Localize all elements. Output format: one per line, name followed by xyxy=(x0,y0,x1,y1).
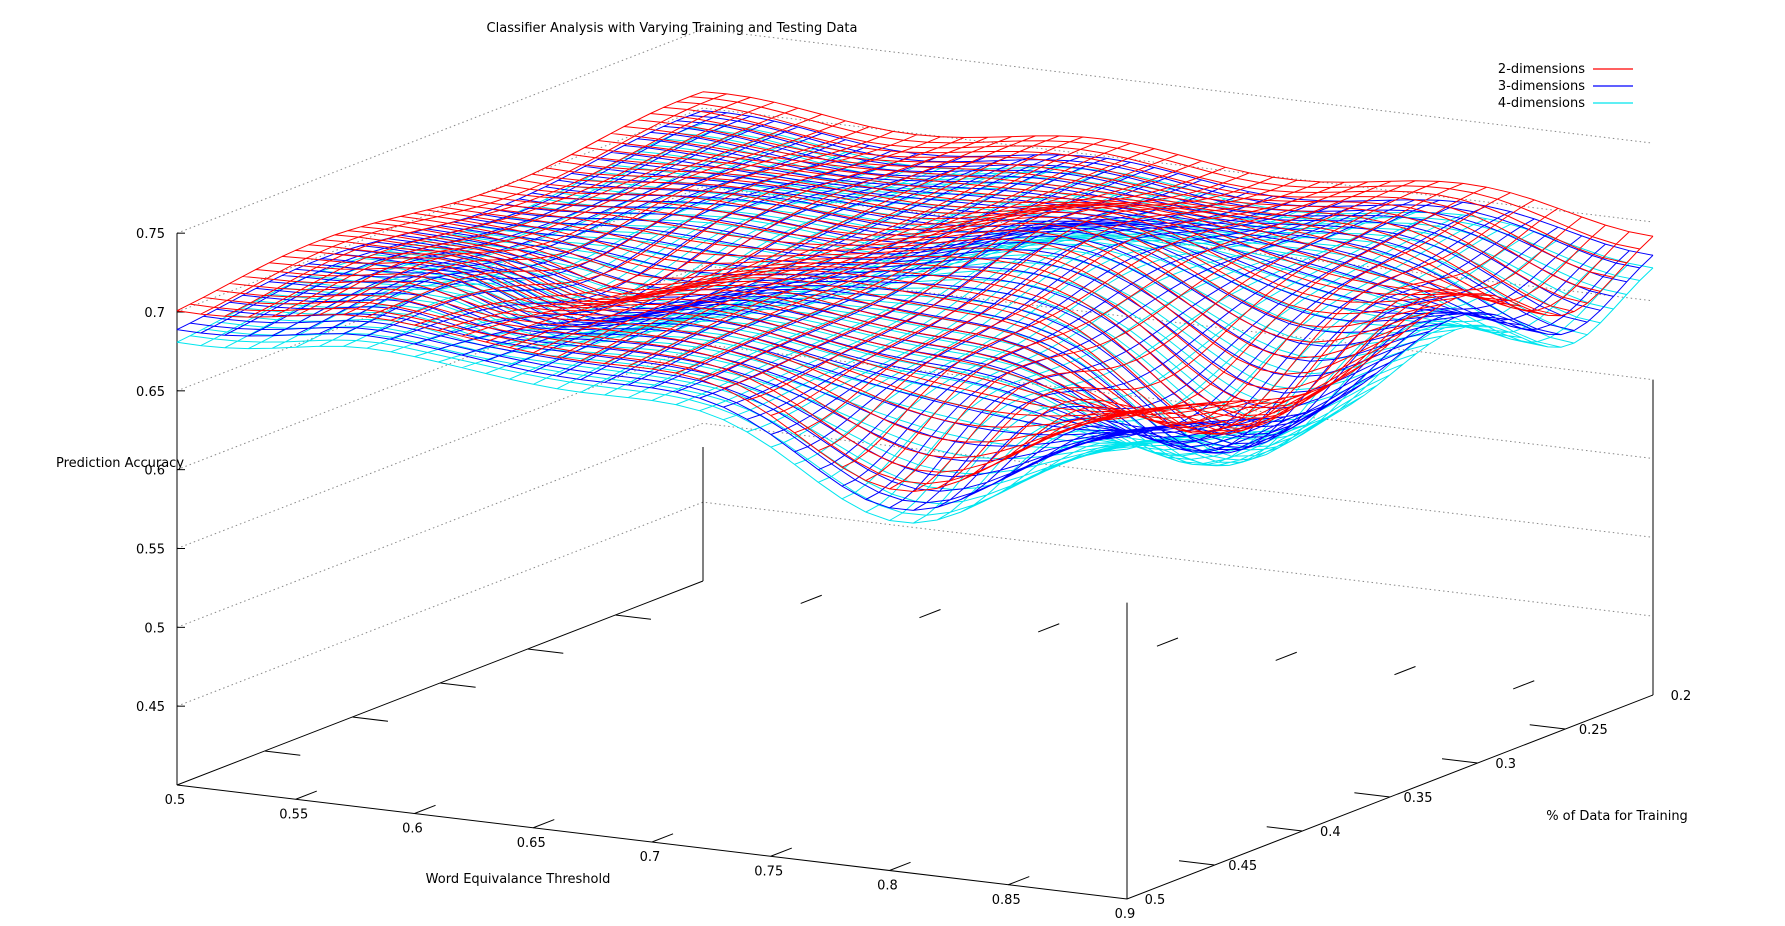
tick-labels: 0.5 0.55 0.6 0.65 0.7 0.75 0.8 0.85 0.9 0.2 0.25 0.… xyxy=(136,227,1691,922)
y-tick-label-4: 0.4 xyxy=(1320,825,1341,840)
y-tick-label-5: 0.45 xyxy=(1228,859,1257,874)
x-tick-mark-2 xyxy=(414,804,436,814)
grid-line-z-3 xyxy=(176,265,1654,471)
x-tick-mark-5 xyxy=(770,847,792,857)
y-tick-mark-2 xyxy=(1441,758,1478,764)
x-tick-mark-back-7 xyxy=(1513,680,1535,690)
y-tick-mark-left-3 xyxy=(439,682,476,688)
y-tick-label-6: 0.5 xyxy=(1145,893,1166,908)
z-tick-label-3: 0.6 xyxy=(144,464,165,479)
z-tick-label-6: 0.45 xyxy=(136,700,165,715)
y-tick-label-1: 0.25 xyxy=(1579,723,1608,738)
z-tick-label-0: 0.75 xyxy=(136,227,165,242)
z-tick-label-5: 0.5 xyxy=(144,621,165,636)
x-tick-mark-3 xyxy=(533,819,555,829)
z-tick-label-1: 0.7 xyxy=(144,306,165,321)
grid-line-z-6 xyxy=(176,501,1654,707)
axes xyxy=(176,232,1654,900)
x-tick-mark-6 xyxy=(889,861,911,871)
grid-line-z-4 xyxy=(176,343,1654,549)
legend: 2-dimensions 3-dimensions 4-dimensions xyxy=(1498,62,1633,111)
y-tick-mark-left-5 xyxy=(264,750,301,756)
x-tick-mark-back-6 xyxy=(1394,666,1416,676)
x-tick-mark-back-1 xyxy=(800,594,822,604)
y-tick-mark-4 xyxy=(1266,826,1303,832)
grid-line-z-5 xyxy=(176,422,1654,628)
legend-label-1: 3-dimensions xyxy=(1498,79,1585,94)
x-tick-label-1: 0.55 xyxy=(279,807,308,822)
z-tick-label-2: 0.65 xyxy=(136,385,165,400)
y-tick-label-3: 0.35 xyxy=(1404,791,1433,806)
y-tick-mark-1 xyxy=(1529,724,1566,730)
x-tick-label-7: 0.85 xyxy=(992,893,1021,908)
surface-2-dimensions xyxy=(176,91,1654,493)
mesh-lines-0 xyxy=(176,91,1654,493)
x-tick-mark-back-4 xyxy=(1156,637,1179,647)
x-tick-mark-back-3 xyxy=(1038,623,1060,633)
y-tick-mark-left-4 xyxy=(352,716,389,722)
z-tick-label-4: 0.55 xyxy=(136,543,165,558)
y-axis-label: % of Data for Training xyxy=(1546,809,1688,824)
y-tick-mark-left-2 xyxy=(527,648,564,654)
x-axis-label: Word Equivalance Threshold xyxy=(426,872,611,887)
grid-line-z-1 xyxy=(176,107,1654,313)
y-tick-label-0: 0.2 xyxy=(1671,689,1692,704)
x-tick-label-8: 0.9 xyxy=(1115,907,1136,922)
legend-label-0: 2-dimensions xyxy=(1498,62,1585,77)
x-tick-label-2: 0.6 xyxy=(402,822,423,837)
y-tick-mark-3 xyxy=(1354,792,1391,798)
surface-meshes xyxy=(176,91,1654,524)
x-tick-label-4: 0.7 xyxy=(640,850,661,865)
grid-line-z-0 xyxy=(176,28,1654,234)
x-tick-label-0: 0.5 xyxy=(165,793,186,808)
x-tick-mark-7 xyxy=(1008,876,1030,886)
chart-title: Classifier Analysis with Varying Trainin… xyxy=(487,21,858,36)
x-tick-mark-1 xyxy=(295,790,317,800)
y-tick-mark-5 xyxy=(1178,860,1215,866)
y-tick-mark-left-1 xyxy=(615,614,652,620)
x-tick-mark-4 xyxy=(651,833,674,843)
x-tick-label-6: 0.8 xyxy=(877,879,898,894)
y-tick-label-2: 0.3 xyxy=(1495,757,1516,772)
legend-label-2: 4-dimensions xyxy=(1498,96,1585,111)
x-tick-label-5: 0.75 xyxy=(754,864,783,879)
x-tick-mark-back-2 xyxy=(919,609,941,619)
z-axis-label: Prediction Accuracy xyxy=(56,456,184,471)
x-tick-mark-back-5 xyxy=(1275,651,1297,661)
x-tick-label-3: 0.65 xyxy=(517,836,546,851)
back-wall-grid xyxy=(176,28,1654,707)
floor-frame xyxy=(176,580,1654,900)
